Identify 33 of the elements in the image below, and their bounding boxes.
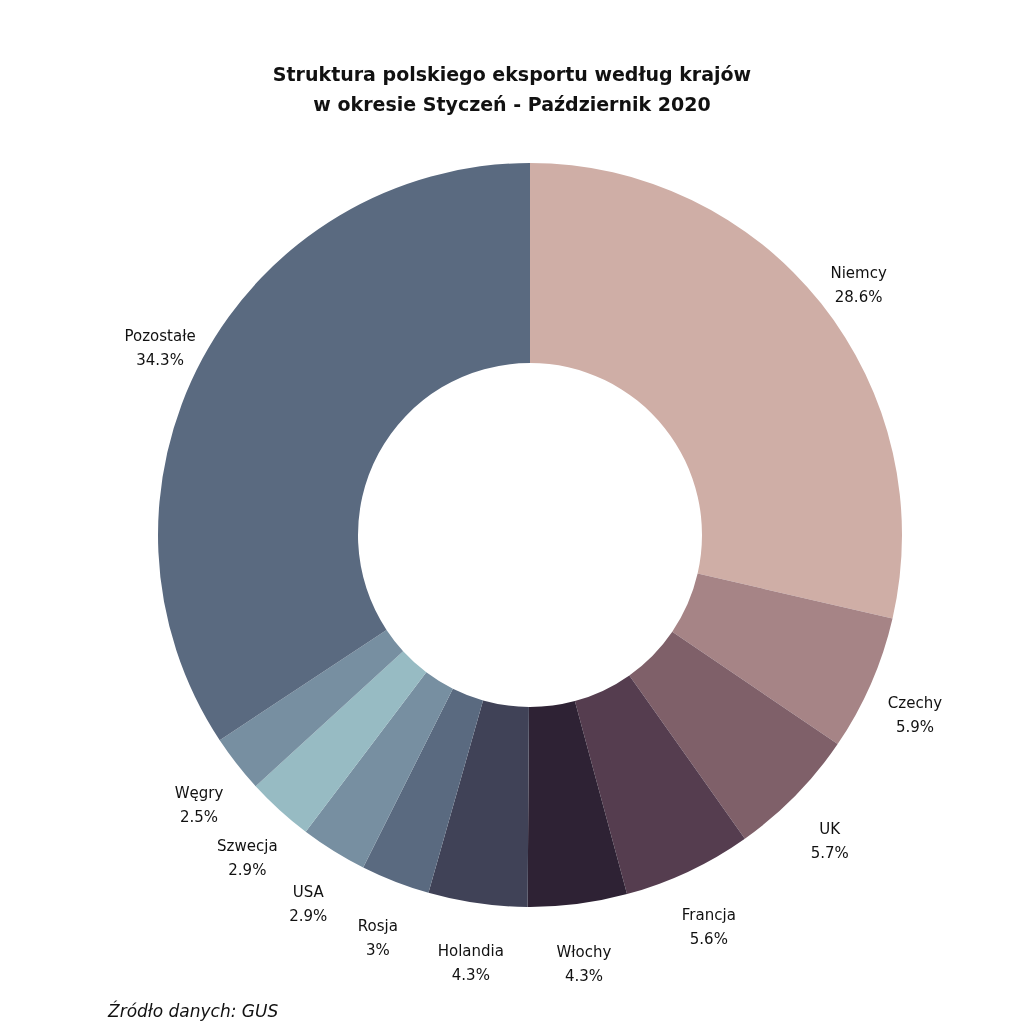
donut-slice [255,651,427,832]
data-label: 2.5% [179,808,218,827]
donut-slice [428,700,529,907]
data-label: 5.7% [810,844,849,863]
data-label: 2.9% [289,906,328,925]
slice-label: Szwecja [217,836,278,855]
slice-label: Czechy [887,694,943,713]
donut-slice [527,701,628,907]
donut-slice [574,675,745,895]
slice-label: Włochy [556,942,612,961]
slice-label: Holandia [437,941,504,960]
slice-label: Pozostałe [124,327,196,346]
text: Źródło danych: GUS [107,1000,279,1021]
data-label: 2.9% [228,860,267,879]
chart-title: Struktura polskiego eksportu według krajów w okresie Styczeń - Październik 2020 [272,63,752,115]
slice-label: Rosja [357,917,398,936]
donut-slice [629,631,838,839]
data-label: 5.9% [895,718,934,737]
slice-label: UK [819,820,842,839]
data-label: 3% [365,941,390,960]
data-label: 4.3% [564,966,603,985]
data-label: 4.3% [451,965,490,984]
data-label: 34.3% [136,351,184,370]
slice-label: Niemcy [830,264,887,283]
data-label: 28.6% [834,288,883,307]
donut-slice [305,672,453,868]
slice-label: USA [292,882,325,901]
donut-slice [219,629,404,787]
donut-slice [363,688,484,893]
slice-label: Francja [681,906,736,925]
donut-slice [530,163,902,619]
data-label: 5.6% [689,930,728,949]
slice-label: Węgry [174,784,224,803]
